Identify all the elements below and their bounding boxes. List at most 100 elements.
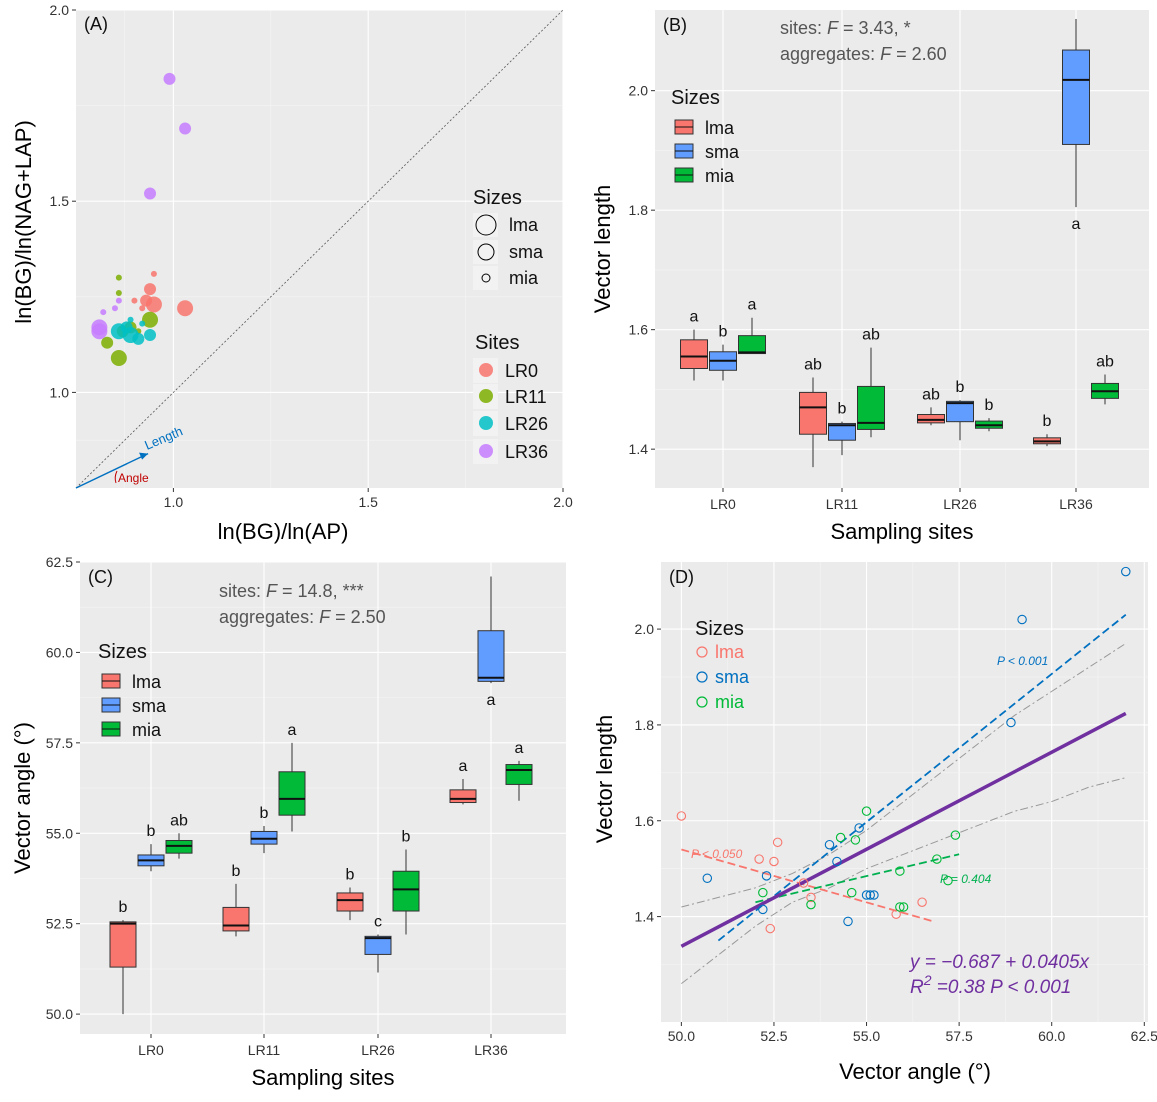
data-point	[132, 332, 145, 345]
legend-label: sma	[132, 696, 167, 716]
x-tick-label: LR0	[710, 496, 736, 512]
panel-label: (B)	[663, 15, 687, 35]
data-point	[865, 890, 875, 900]
x-tick-label: 2.0	[553, 494, 573, 510]
significance-label: b	[260, 805, 269, 822]
data-point	[769, 856, 779, 867]
angle-annotation: Angle	[118, 471, 149, 485]
data-point	[111, 305, 118, 312]
data-point	[127, 316, 134, 323]
p-label-lma: P < 0.050	[691, 847, 743, 861]
legend-site-symbol	[479, 363, 493, 377]
data-point	[100, 309, 107, 316]
data-point	[846, 887, 857, 898]
stats-value: = 2.50	[330, 607, 386, 627]
stats-aggregates: aggregates: F = 2.50	[219, 607, 386, 627]
significance-label: a	[690, 309, 699, 326]
data-point	[765, 923, 776, 934]
box-mia	[392, 870, 420, 912]
p-label-mia: P = 0.404	[940, 872, 992, 886]
legend-label: sma	[509, 242, 544, 262]
y-tick-label: 1.8	[629, 202, 649, 218]
stats-sites: sites: F = 3.43, *	[780, 18, 911, 38]
box-sma	[946, 400, 974, 423]
x-axis-title: ln(BG)/ln(AP)	[218, 519, 349, 544]
panel-label: (D)	[669, 567, 694, 587]
data-point	[140, 294, 153, 307]
y-tick-label: 55.0	[46, 825, 73, 841]
legend-site-symbol	[479, 389, 493, 403]
y-axis-title: Vector length	[590, 185, 615, 313]
significance-label: b	[232, 863, 241, 880]
y-tick-label: 62.5	[46, 554, 73, 570]
x-axis-title: Sampling sites	[251, 1065, 394, 1090]
legend-title: Sizes	[98, 641, 147, 663]
y-tick-label: 2.0	[635, 621, 655, 637]
data-point	[754, 854, 764, 864]
y-tick-label: 60.0	[46, 644, 73, 660]
data-point	[144, 187, 157, 200]
data-point	[950, 830, 961, 840]
legend-symbol	[696, 646, 708, 658]
significance-label: b	[147, 823, 156, 840]
reference-line-1-1	[75, 9, 564, 489]
legend-title: Sizes	[473, 187, 522, 209]
significance-label: c	[374, 914, 382, 931]
x-tick-label: LR11	[248, 1042, 281, 1058]
box-sma	[828, 422, 856, 441]
data-point	[142, 311, 159, 328]
data-point	[120, 321, 133, 334]
stats-f: F	[319, 607, 331, 627]
x-tick-label: 1.5	[358, 494, 378, 510]
x-tick-label: LR26	[943, 496, 977, 512]
legend-label: LR36	[505, 442, 548, 462]
p-label-sma: P < 0.001	[997, 654, 1048, 668]
significance-label: a	[288, 722, 297, 739]
data-point	[702, 873, 713, 883]
significance-label: a	[1072, 216, 1081, 233]
stats-f: F	[266, 581, 278, 601]
data-point	[824, 839, 835, 850]
box-lma	[109, 921, 137, 968]
data-point	[91, 319, 108, 336]
data-point	[891, 909, 901, 919]
stats-prefix: aggregates:	[219, 607, 319, 627]
panel-d: 1.4 1.6 1.8 2.0 50.0 52.5 55.0 57.5 60.0 62.5 (D) S…	[592, 562, 1157, 1084]
data-point	[676, 811, 687, 821]
data-point	[139, 305, 146, 312]
regression-equation: y = −0.687 + 0.0405x	[908, 952, 1091, 973]
legend-label: mia	[705, 166, 735, 186]
legend-size-symbol	[477, 243, 495, 261]
legend-site-symbol	[479, 416, 493, 430]
legend-label: lma	[705, 118, 735, 138]
data-point	[101, 336, 114, 349]
regression-r2: R2 =0.38 P < 0.001	[910, 972, 1071, 998]
legend-label: LR0	[505, 361, 538, 381]
r2-value: =0.38	[932, 977, 991, 998]
r2-superscript: 2	[923, 972, 932, 988]
legend-title: Sites	[475, 332, 519, 354]
data-point	[758, 887, 768, 898]
box-lma	[799, 391, 827, 435]
data-point	[798, 878, 809, 888]
data-point	[917, 897, 927, 907]
r2-symbol: R	[910, 977, 924, 998]
confidence-upper	[681, 643, 1127, 908]
significance-label: ab	[170, 812, 188, 829]
x-tick-label: LR11	[826, 496, 859, 512]
significance-label: a	[748, 297, 757, 314]
legend-label: lma	[715, 642, 745, 662]
x-tick-label: 55.0	[853, 1028, 880, 1044]
data-point	[144, 283, 157, 296]
data-point	[110, 349, 127, 366]
panel-c: bb babbcaababa50.052.555.057.560.062.5LR0…	[10, 554, 566, 1090]
length-arrow	[75, 452, 149, 489]
legend-label: sma	[715, 667, 750, 687]
box-lma	[336, 892, 364, 912]
y-tick-label: 1.6	[629, 322, 649, 338]
data-point	[139, 320, 146, 327]
x-axis-title: Vector angle (°)	[839, 1059, 991, 1084]
significance-label: b	[838, 401, 847, 418]
y-tick-label: 2.0	[50, 2, 70, 18]
